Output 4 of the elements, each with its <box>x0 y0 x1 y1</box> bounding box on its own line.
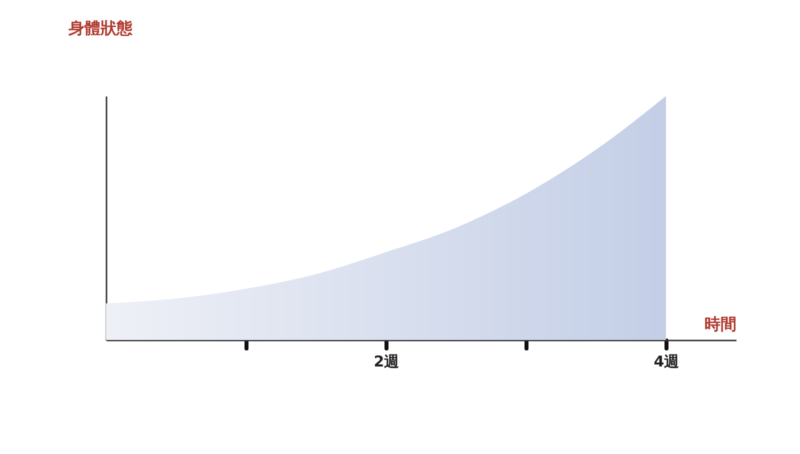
x-tick-label: 4週 <box>654 352 680 370</box>
x-tick-label: 2週 <box>374 352 400 370</box>
x-axis-title: 時間 <box>704 314 736 334</box>
y-axis-title: 身體狀態 <box>68 18 134 38</box>
